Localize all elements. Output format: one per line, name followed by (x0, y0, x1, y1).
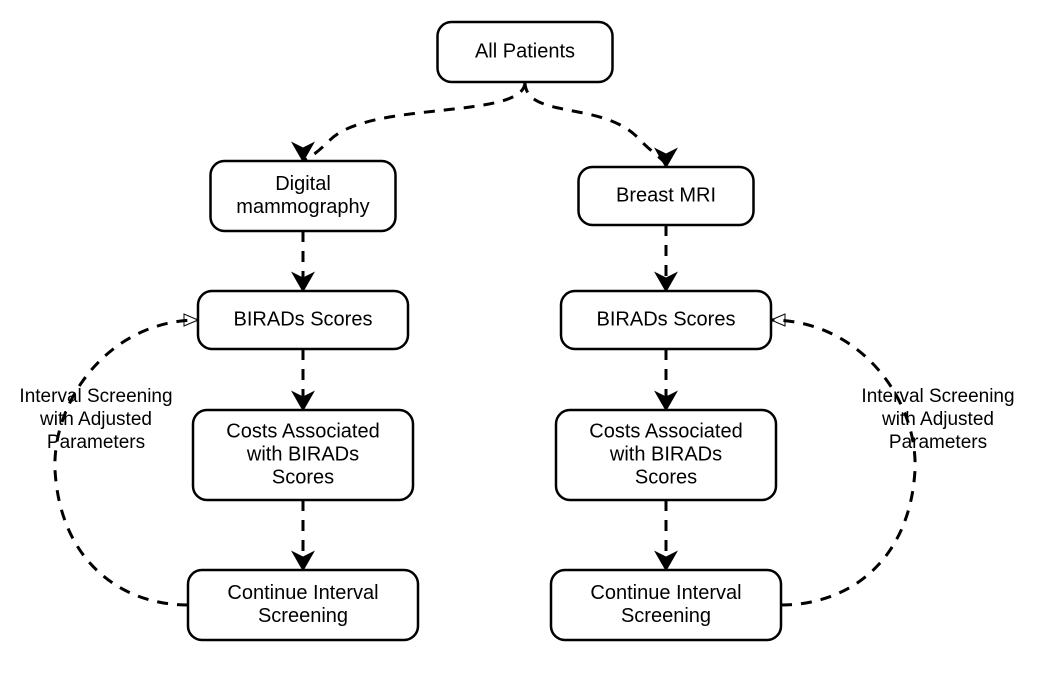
node-cost_r-line-2: Scores (635, 466, 697, 488)
node-mri: Breast MRI (579, 167, 754, 225)
node-dm-line-1: mammography (236, 196, 369, 218)
node-bir_r: BIRADs Scores (561, 291, 771, 349)
nodes-layer: All Patients Digitalmammography Breast MRI… (188, 22, 781, 640)
edge-cont_l-bir_l (55, 314, 198, 605)
node-cost_l: Costs Associatedwith BIRADsScores (193, 410, 413, 500)
side-label-0-line-0: Interval Screening (19, 386, 172, 407)
node-bir_l-line-0: BIRADs Scores (234, 308, 373, 330)
flowchart-canvas: All Patients Digitalmammography Breast MRI… (0, 0, 1050, 695)
node-root-line-0: All Patients (475, 40, 575, 62)
side-label-0-line-1: with Adjusted (39, 409, 152, 430)
node-cost_l-line-2: Scores (272, 466, 334, 488)
node-cont_r-line-1: Screening (621, 605, 711, 627)
node-cost_r-line-1: with BIRADs (609, 443, 722, 465)
node-cont_l-line-1: Screening (258, 605, 348, 627)
side-label-1-line-2: Parameters (889, 432, 987, 453)
node-cost_r: Costs Associatedwith BIRADsScores (556, 410, 776, 500)
edge-cont_r-bir_r (771, 314, 915, 605)
node-cont_r-line-0: Continue Interval (590, 582, 741, 604)
node-bir_r-line-0: BIRADs Scores (597, 308, 736, 330)
side-label-1: Interval Screeningwith AdjustedParameter… (861, 386, 1014, 453)
node-cont_l: Continue IntervalScreening (188, 570, 418, 640)
node-mri-line-0: Breast MRI (616, 184, 716, 206)
edge-root-dm (303, 82, 525, 161)
side-label-1-line-1: with Adjusted (881, 409, 994, 430)
node-cost_l-line-0: Costs Associated (226, 420, 379, 442)
node-dm-line-0: Digital (275, 173, 331, 195)
node-bir_l: BIRADs Scores (198, 291, 408, 349)
node-cont_r: Continue IntervalScreening (551, 570, 781, 640)
side-label-0: Interval Screeningwith AdjustedParameter… (19, 386, 172, 453)
side-label-1-line-0: Interval Screening (861, 386, 1014, 407)
node-cost_r-line-0: Costs Associated (589, 420, 742, 442)
edges-layer (55, 82, 915, 605)
node-cost_l-line-1: with BIRADs (246, 443, 359, 465)
labels-layer: Interval Screeningwith AdjustedParameter… (19, 386, 1014, 453)
node-cont_l-line-0: Continue Interval (227, 582, 378, 604)
node-dm: Digitalmammography (211, 161, 396, 231)
side-label-0-line-2: Parameters (47, 432, 145, 453)
node-root: All Patients (438, 22, 613, 82)
edge-root-mri (525, 82, 666, 167)
